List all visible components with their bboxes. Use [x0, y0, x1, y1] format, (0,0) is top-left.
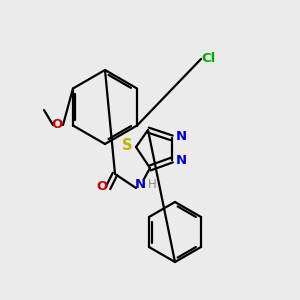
- Text: N: N: [176, 154, 187, 167]
- Text: O: O: [51, 118, 63, 131]
- Text: H: H: [148, 178, 156, 190]
- Text: O: O: [96, 181, 108, 194]
- Text: Cl: Cl: [202, 52, 216, 65]
- Text: S: S: [122, 137, 132, 152]
- Text: N: N: [134, 178, 146, 190]
- Text: N: N: [176, 130, 187, 142]
